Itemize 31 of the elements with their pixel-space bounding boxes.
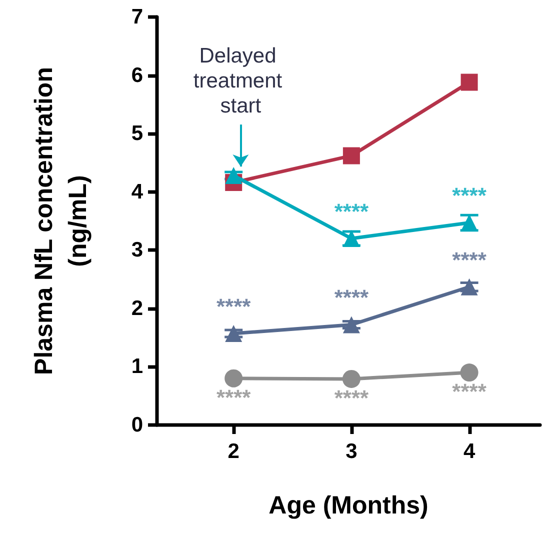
y-tick-label: 2 <box>131 296 143 320</box>
annotation: **** <box>216 294 252 319</box>
y-tick-label: 7 <box>131 6 143 28</box>
point <box>224 369 243 388</box>
x-tick-label: 4 <box>463 440 476 463</box>
y-axis-title: Plasma NfL concentration (ng/mL) <box>30 67 92 375</box>
annotation: **** <box>452 183 487 208</box>
y-tick-label: 3 <box>131 238 143 262</box>
y-tick-label: 4 <box>131 180 144 204</box>
annotation: **** <box>216 384 252 410</box>
point <box>460 364 478 382</box>
annotation: **** <box>452 247 487 272</box>
y-tick-label: 6 <box>131 64 143 87</box>
annotation: **** <box>334 385 370 410</box>
point <box>342 147 360 164</box>
y-tick-label: 1 <box>131 355 144 378</box>
x-tick-label: 2 <box>228 440 240 463</box>
point <box>342 370 360 388</box>
y-tick-label: 5 <box>131 122 144 146</box>
point <box>225 324 242 342</box>
y-tick-label: 0 <box>131 414 143 436</box>
point <box>460 278 478 296</box>
point <box>460 74 478 91</box>
x-tick-label: 3 <box>346 440 358 463</box>
annotation: **** <box>334 285 370 310</box>
annotation: **** <box>334 198 370 224</box>
annotation: **** <box>452 379 487 404</box>
x-axis-title: Age (Months) <box>268 492 428 520</box>
point <box>342 316 360 334</box>
annotation: Delayed treatment start <box>193 44 288 118</box>
point <box>225 167 242 184</box>
